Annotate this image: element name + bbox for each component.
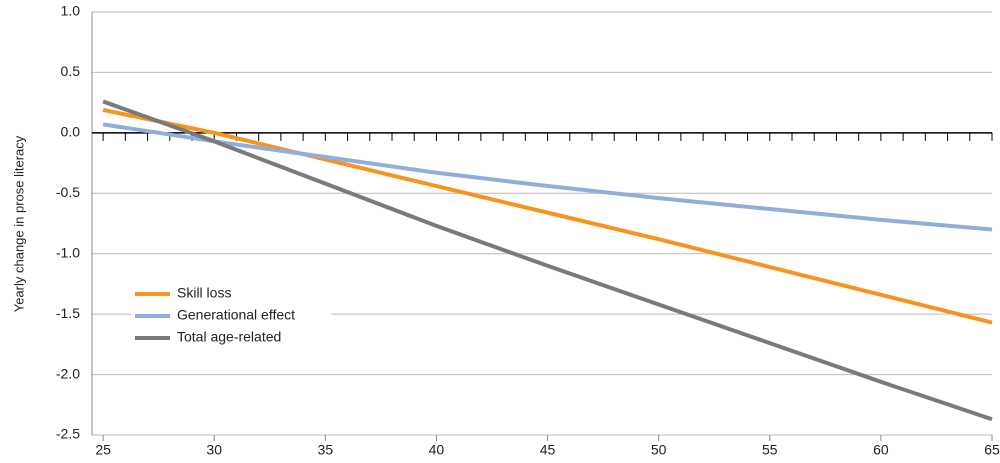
- line: [102, 99, 993, 422]
- y-tick-label: -1.5: [56, 305, 80, 321]
- x-tick-label: 25: [95, 442, 111, 458]
- x-tick-label: 40: [429, 442, 445, 458]
- legend-label: Generational effect: [177, 307, 295, 323]
- x-tick-label: 30: [206, 442, 222, 458]
- x-tick-label: 45: [540, 442, 556, 458]
- legend-label: Skill loss: [177, 285, 231, 301]
- y-tick-label: 1.0: [61, 3, 81, 19]
- y-tick-label: 0.0: [61, 124, 81, 140]
- x-tick-label: 65: [984, 442, 1000, 458]
- x-tick-label: 60: [873, 442, 889, 458]
- line: [102, 122, 993, 232]
- y-tick-label: -0.5: [56, 184, 80, 200]
- y-tick-label: -2.0: [56, 365, 80, 381]
- y-tick-label: -2.5: [56, 426, 80, 442]
- legend-label: Total age-related: [177, 329, 281, 345]
- x-tick-label: 50: [651, 442, 667, 458]
- line: [102, 107, 993, 325]
- x-tick-label: 35: [318, 442, 334, 458]
- y-axis-label: Yearly change in prose literacy: [11, 135, 26, 312]
- y-tick-label: 0.5: [61, 63, 81, 79]
- x-tick-label: 55: [762, 442, 778, 458]
- y-tick-label: -1.0: [56, 244, 80, 260]
